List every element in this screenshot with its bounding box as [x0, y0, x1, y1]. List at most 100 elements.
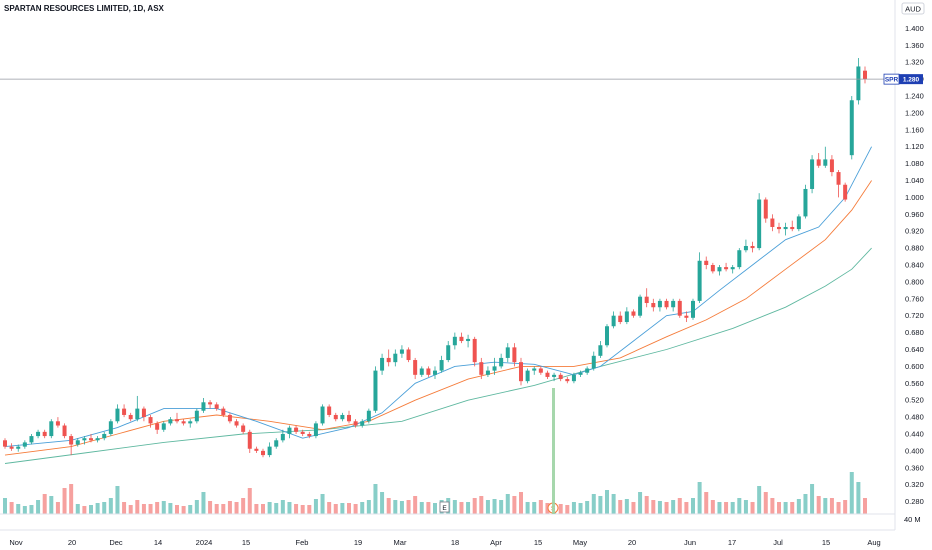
candle: [49, 419, 54, 439]
volume-bar: [657, 501, 662, 514]
volume-bar: [128, 505, 133, 514]
x-tick-label: Jun: [684, 538, 696, 547]
volume-bar: [55, 502, 60, 514]
y-tick-label: 0.560: [905, 379, 924, 388]
y-tick-label: 1.400: [905, 24, 924, 33]
y-tick-label: 0.720: [905, 311, 924, 320]
y-tick-label: 0.920: [905, 227, 924, 236]
candle: [538, 366, 543, 375]
candle: [280, 429, 285, 443]
candle: [82, 436, 87, 445]
candle: [108, 419, 113, 437]
candle: [730, 265, 735, 274]
y-tick-label: 1.040: [905, 176, 924, 185]
volume-bar: [565, 505, 570, 514]
earnings-marker[interactable]: E: [439, 501, 450, 513]
candle: [611, 311, 616, 329]
volume-bar: [399, 501, 404, 514]
volume-bar: [280, 500, 285, 514]
volume-bar: [419, 502, 424, 514]
currency-button[interactable]: AUD: [901, 2, 925, 15]
y-tick-label: 0.520: [905, 396, 924, 405]
volume-bar: [168, 503, 173, 514]
volume-bar: [452, 500, 457, 514]
candle: [532, 366, 537, 375]
candle: [651, 298, 656, 312]
volume-bar: [757, 486, 762, 514]
candle: [128, 412, 133, 422]
volume-bar: [340, 503, 345, 514]
candle: [671, 298, 676, 312]
candle: [624, 307, 629, 325]
candle: [505, 343, 510, 363]
candle: [294, 425, 299, 434]
price-tag-symbol: SPR: [885, 76, 899, 83]
candle: [664, 298, 669, 310]
candle: [353, 419, 358, 428]
candle: [796, 214, 801, 232]
candle: [710, 262, 715, 274]
candle: [69, 433, 74, 456]
x-tick-label: 15: [242, 538, 250, 547]
volume-bar: [366, 500, 371, 514]
volume-bar: [790, 502, 795, 514]
candle: [419, 366, 424, 377]
volume-bar: [102, 502, 107, 514]
price-tag-value: 1.280: [903, 76, 920, 83]
volume-bar: [624, 499, 629, 514]
volume-bar: [426, 502, 431, 514]
time-axis[interactable]: Nov 20 Dec 14 2024 15 Feb 19 Mar 18 Apr 15 May 20 Jun 1…: [9, 538, 880, 547]
candle: [684, 311, 689, 323]
y-tick-label: 0.600: [905, 362, 924, 371]
volume-bar: [194, 500, 199, 514]
volume-bar: [485, 500, 490, 514]
chart-title: SPARTAN RESOURCES LIMITED, 1D, ASX: [4, 4, 165, 13]
candle: [3, 438, 7, 449]
candle: [598, 341, 603, 358]
volume-bar: [677, 498, 682, 514]
candle: [631, 309, 636, 318]
price-axis[interactable]: 1.400 1.360 1.320 1.280 1.240 1.200 1.160 1.120…: [905, 24, 924, 506]
volume-bar: [631, 502, 636, 514]
candle: [29, 433, 34, 445]
volume-bar: [512, 496, 517, 514]
volume-bar: [743, 500, 748, 514]
y-tick-label: 1.240: [905, 92, 924, 101]
candle: [221, 406, 226, 418]
y-tick-label: 0.960: [905, 210, 924, 219]
volume-bar: [261, 504, 265, 514]
candle: [188, 419, 193, 428]
candle: [737, 248, 742, 270]
volume-bar: [294, 504, 299, 514]
volume-bar: [16, 504, 21, 514]
volume-bar: [307, 505, 312, 514]
volume-bar: [611, 494, 616, 514]
candle: [393, 349, 398, 367]
y-tick-label: 1.200: [905, 108, 924, 117]
candle: [803, 184, 808, 219]
x-tick-label: Mar: [394, 538, 407, 547]
candle: [499, 353, 504, 369]
volume-bar: [333, 504, 338, 514]
volume-bar: [644, 496, 649, 514]
candle: [36, 429, 41, 439]
currency-label: AUD: [905, 5, 921, 14]
candle: [750, 241, 755, 253]
volume-bar: [810, 484, 815, 514]
volume-bar: [413, 496, 418, 514]
volume-bar: [750, 502, 755, 514]
candle: [161, 421, 166, 432]
candle: [307, 431, 312, 439]
candle: [591, 351, 596, 371]
volume-bar: [684, 502, 689, 514]
candle: [459, 332, 464, 344]
volume-bars: [3, 472, 867, 514]
y-tick-label: 1.080: [905, 159, 924, 168]
y-tick-label: 0.800: [905, 277, 924, 286]
volume-bar: [108, 498, 113, 514]
volume-bar: [62, 488, 67, 514]
candle: [618, 311, 623, 325]
volume-bar: [141, 504, 146, 514]
volume-bar: [618, 500, 623, 514]
